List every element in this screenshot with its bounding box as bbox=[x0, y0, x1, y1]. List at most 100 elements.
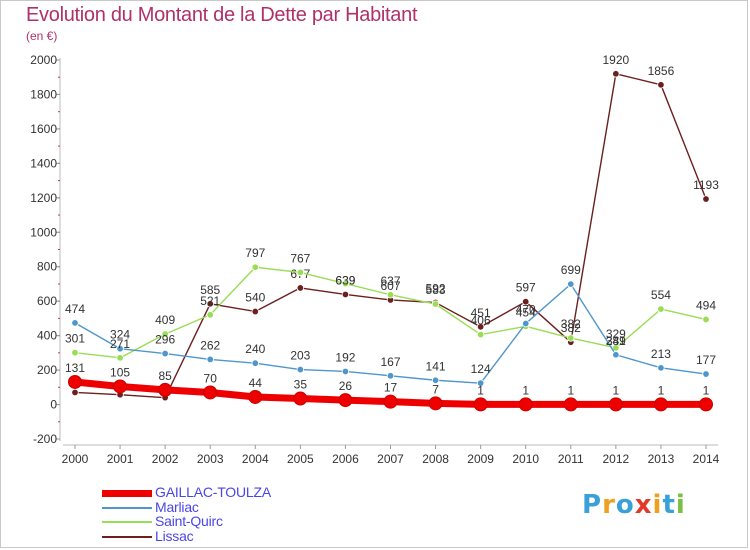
data-label: 597 bbox=[516, 281, 536, 295]
data-label: 141 bbox=[426, 359, 446, 373]
data-label: 585 bbox=[200, 283, 220, 297]
data-point bbox=[338, 393, 353, 408]
x-tick-label: 2010 bbox=[512, 452, 539, 466]
data-point bbox=[161, 330, 169, 338]
data-point bbox=[431, 376, 440, 384]
data-label: 289 bbox=[606, 334, 626, 348]
data-point bbox=[68, 374, 82, 389]
data-label: 797 bbox=[245, 246, 265, 260]
extra-labels: 271 639 470 289 bbox=[110, 273, 626, 350]
logo-letter: t bbox=[662, 490, 676, 520]
data-label: 131 bbox=[65, 361, 85, 375]
x-tick-label: 2013 bbox=[648, 452, 675, 466]
legend-label: Saint-Quirc bbox=[155, 513, 223, 529]
data-label: 341 bbox=[606, 334, 626, 348]
data-label: 406 bbox=[471, 314, 491, 328]
legend-swatch bbox=[102, 506, 152, 509]
logo-letter: o bbox=[615, 490, 635, 520]
data-label: 296 bbox=[155, 333, 175, 347]
data-label: 637 bbox=[380, 274, 400, 288]
y-tick-label: 1800 bbox=[30, 87, 57, 101]
data-point bbox=[113, 379, 128, 394]
legend-label: Marliac bbox=[155, 498, 199, 515]
data-point bbox=[293, 391, 308, 406]
data-label: 44 bbox=[249, 376, 263, 390]
data-label: 26 bbox=[339, 379, 353, 393]
data-point bbox=[251, 359, 259, 367]
x-tick-label: 2008 bbox=[422, 452, 449, 466]
data-label: 167 bbox=[380, 355, 400, 369]
data-label: 474 bbox=[65, 302, 85, 316]
data-point bbox=[612, 351, 620, 359]
data-point bbox=[702, 315, 710, 324]
data-label: 70 bbox=[204, 371, 218, 385]
data-point bbox=[657, 305, 665, 313]
data-point bbox=[71, 348, 79, 357]
chart-title: Evolution du Montant de la Dette par Hab… bbox=[26, 4, 418, 26]
series-line bbox=[74, 73, 707, 399]
data-point bbox=[653, 397, 668, 412]
data-label: 1920 bbox=[603, 53, 630, 67]
data-label: 213 bbox=[651, 347, 671, 361]
data-point bbox=[341, 279, 350, 288]
data-point bbox=[71, 319, 79, 327]
data-point bbox=[116, 354, 124, 362]
data-label: 767 bbox=[290, 251, 310, 265]
data-point bbox=[473, 397, 488, 412]
y-tick-label: 2000 bbox=[30, 53, 57, 67]
data-label: 124 bbox=[471, 362, 491, 376]
data-point bbox=[657, 81, 665, 89]
data-point bbox=[563, 397, 578, 412]
legend-swatch bbox=[102, 521, 152, 523]
data-label: 271 bbox=[110, 337, 130, 351]
data-label: 1 bbox=[567, 383, 574, 397]
data-point bbox=[702, 370, 710, 378]
x-tick-label: 2000 bbox=[62, 452, 89, 466]
data-point bbox=[158, 382, 173, 397]
data-label: 105 bbox=[110, 365, 130, 379]
data-point bbox=[251, 263, 259, 271]
data-label: 470 bbox=[516, 303, 536, 317]
y-tick-label: 0 bbox=[50, 398, 57, 412]
data-point bbox=[341, 367, 350, 376]
plot-area: 5855406776396075924515973821920185611933… bbox=[65, 53, 719, 412]
logo-letter: i bbox=[652, 490, 663, 520]
data-label: 554 bbox=[651, 288, 671, 302]
series-marliac: 474 324 296 262 240 203 192 167 141 124 699 341 213 1… bbox=[65, 263, 716, 387]
data-label: 454 bbox=[516, 305, 536, 319]
data-point bbox=[431, 300, 440, 308]
data-point bbox=[161, 349, 169, 358]
data-label: 301 bbox=[65, 332, 85, 346]
data-point bbox=[476, 330, 485, 339]
y-tick-label: 800 bbox=[37, 260, 57, 274]
data-point bbox=[341, 290, 350, 299]
data-point bbox=[206, 300, 214, 308]
data-label: 409 bbox=[155, 313, 175, 327]
data-label: 1193 bbox=[693, 178, 719, 192]
data-point bbox=[386, 372, 395, 380]
data-point bbox=[251, 307, 259, 316]
data-point bbox=[518, 397, 533, 412]
data-point bbox=[476, 323, 485, 331]
y-tick-label: -200 bbox=[33, 432, 57, 446]
data-point bbox=[522, 297, 530, 306]
x-tick-label: 2005 bbox=[287, 452, 314, 466]
data-label: 607 bbox=[380, 279, 400, 293]
y-tick-label: 400 bbox=[37, 329, 57, 343]
x-tick-label: 2007 bbox=[377, 452, 404, 466]
data-label: 240 bbox=[245, 342, 265, 356]
data-point bbox=[296, 365, 305, 374]
data-point bbox=[386, 291, 395, 299]
x-tick-label: 2014 bbox=[693, 452, 720, 466]
logo-letter: x bbox=[634, 490, 653, 520]
x-tick-label: 2011 bbox=[558, 452, 584, 466]
data-label: 583 bbox=[426, 283, 446, 297]
axes: -200 0 200 400 600 800 1000 1200 1400 1600 1800 200… bbox=[30, 53, 719, 466]
y-tick-label: 1600 bbox=[30, 122, 57, 136]
data-label: 203 bbox=[290, 349, 310, 363]
x-tick-label: 2009 bbox=[467, 452, 494, 466]
data-label: 1856 bbox=[648, 64, 675, 78]
data-label: 592 bbox=[426, 282, 446, 296]
